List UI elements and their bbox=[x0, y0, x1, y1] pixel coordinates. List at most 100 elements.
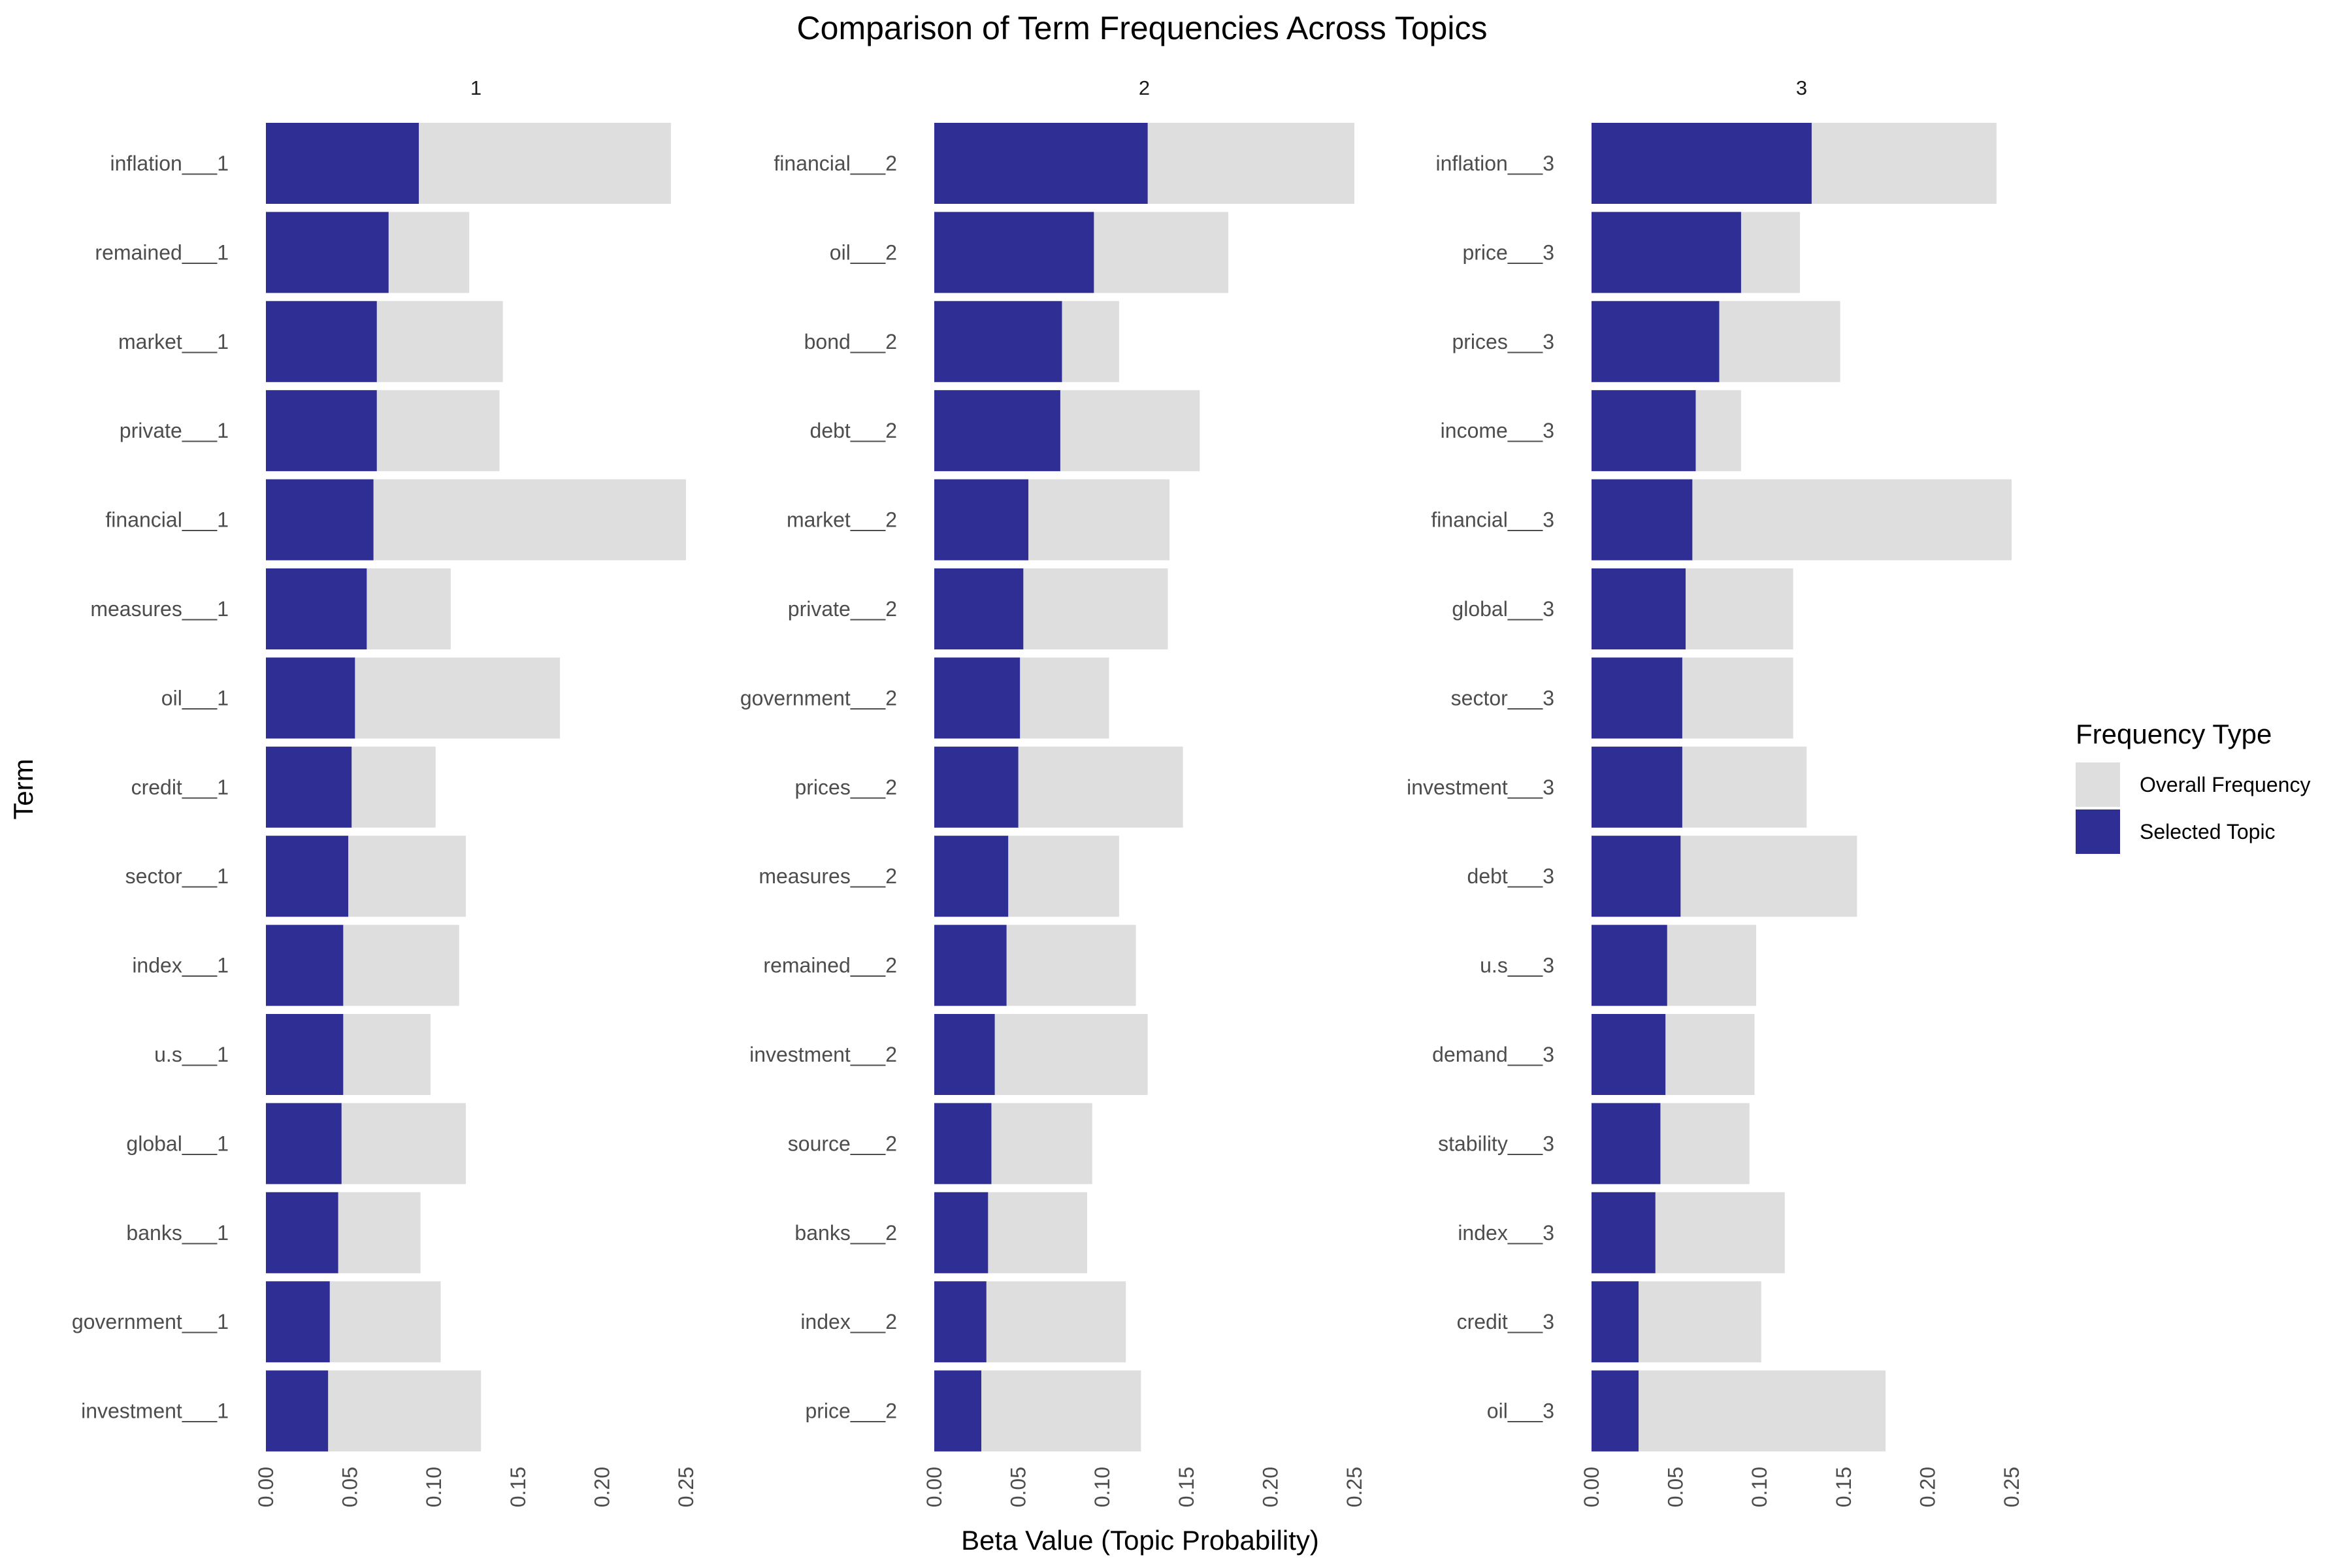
facet-panel-3: 3 inflation___3 price___3 prices___3 income_… bbox=[1407, 76, 2023, 1507]
y-tick-label: demand___3 bbox=[1432, 1043, 1554, 1066]
y-tick-label: remained___1 bbox=[95, 240, 229, 264]
y-tick-label: index___1 bbox=[132, 954, 229, 977]
legend: Frequency Type Overall Frequency Selected… bbox=[2076, 719, 2310, 854]
y-tick-label: u.s___3 bbox=[1480, 954, 1554, 977]
selected-topic-bar bbox=[1592, 123, 1812, 204]
y-tick-label: index___3 bbox=[1458, 1221, 1554, 1245]
y-tick-label: income___3 bbox=[1441, 419, 1554, 442]
y-tick-label: u.s___1 bbox=[154, 1043, 229, 1066]
selected-topic-bar bbox=[266, 123, 419, 204]
selected-topic-bar bbox=[266, 1281, 330, 1363]
y-tick-label: private___1 bbox=[120, 419, 229, 442]
y-tick-label: government___1 bbox=[72, 1310, 229, 1333]
y-tick-label: banks___1 bbox=[126, 1221, 229, 1245]
selected-topic-bar bbox=[1592, 836, 1681, 917]
selected-topic-bar bbox=[934, 479, 1029, 561]
x-tick-label: 0.10 bbox=[422, 1467, 446, 1507]
legend-swatch bbox=[2076, 762, 2120, 807]
legend-title: Frequency Type bbox=[2076, 719, 2272, 749]
x-tick-label: 0.05 bbox=[1664, 1467, 1688, 1507]
chart-title: Comparison of Term Frequencies Across To… bbox=[797, 10, 1488, 46]
selected-topic-bar bbox=[934, 924, 1007, 1006]
y-tick-label: financial___1 bbox=[105, 508, 229, 532]
y-tick-label: credit___3 bbox=[1457, 1310, 1554, 1333]
y-tick-label: measures___1 bbox=[90, 597, 229, 621]
overall-frequency-bar bbox=[1592, 1370, 1886, 1452]
y-tick-label: index___2 bbox=[800, 1310, 897, 1333]
y-tick-label: debt___3 bbox=[1467, 864, 1554, 888]
selected-topic-bar bbox=[266, 1192, 338, 1273]
selected-topic-bar bbox=[934, 1370, 982, 1452]
selected-topic-bar bbox=[1592, 1281, 1639, 1363]
selected-topic-bar bbox=[266, 657, 355, 739]
selected-topic-bar bbox=[266, 212, 389, 293]
y-tick-label: global___1 bbox=[126, 1132, 229, 1155]
y-tick-label: private___2 bbox=[788, 597, 897, 621]
selected-topic-bar bbox=[934, 212, 1094, 293]
selected-topic-bar bbox=[1592, 657, 1682, 739]
selected-topic-bar bbox=[266, 1370, 329, 1452]
selected-topic-bar bbox=[266, 301, 377, 382]
x-tick-label: 0.05 bbox=[1007, 1467, 1030, 1507]
x-tick-label: 0.25 bbox=[1343, 1467, 1366, 1507]
facet-strip-label: 1 bbox=[470, 76, 482, 99]
y-tick-label: inflation___1 bbox=[110, 152, 229, 175]
selected-topic-bar bbox=[1592, 568, 1686, 649]
y-tick-label: measures___2 bbox=[759, 864, 897, 888]
y-tick-label: stability___3 bbox=[1438, 1132, 1554, 1155]
selected-topic-bar bbox=[1592, 390, 1696, 472]
y-tick-label: price___2 bbox=[805, 1399, 897, 1423]
selected-topic-bar bbox=[934, 1103, 992, 1184]
selected-topic-bar bbox=[266, 390, 377, 472]
selected-topic-bar bbox=[266, 924, 344, 1006]
selected-topic-bar bbox=[1592, 746, 1682, 828]
y-tick-label: financial___3 bbox=[1431, 508, 1554, 532]
selected-topic-bar bbox=[1592, 479, 1693, 561]
facet-panel-2: 2 financial___2 oil___2 bond___2 debt___2mar… bbox=[740, 76, 1366, 1507]
legend-label: Selected Topic bbox=[2140, 820, 2276, 843]
y-tick-label: oil___2 bbox=[830, 240, 897, 264]
y-tick-label: government___2 bbox=[740, 686, 897, 710]
selected-topic-bar bbox=[266, 1014, 344, 1095]
y-tick-label: sector___3 bbox=[1451, 686, 1554, 710]
facet-strip-label: 3 bbox=[1796, 76, 1807, 99]
selected-topic-bar bbox=[934, 657, 1021, 739]
y-tick-label: credit___1 bbox=[131, 776, 229, 799]
selected-topic-bar bbox=[1592, 1014, 1666, 1095]
y-tick-label: inflation___3 bbox=[1436, 152, 1554, 175]
y-tick-label: source___2 bbox=[788, 1132, 897, 1155]
selected-topic-bar bbox=[934, 1014, 995, 1095]
selected-topic-bar bbox=[1592, 1103, 1661, 1184]
y-tick-label: investment___3 bbox=[1407, 776, 1554, 799]
selected-topic-bar bbox=[934, 1281, 987, 1363]
selected-topic-bar bbox=[934, 1192, 988, 1273]
x-tick-label: 0.20 bbox=[1258, 1467, 1282, 1507]
y-tick-label: oil___1 bbox=[161, 686, 229, 710]
y-tick-label: market___1 bbox=[118, 330, 229, 353]
y-tick-label: debt___2 bbox=[810, 419, 897, 442]
selected-topic-bar bbox=[266, 746, 352, 828]
facet-panel-1: 1 inflation___1 remained___1 market___1priv… bbox=[72, 76, 698, 1507]
y-tick-label: price___3 bbox=[1462, 240, 1554, 264]
selected-topic-bar bbox=[1592, 1370, 1639, 1452]
selected-topic-bar bbox=[266, 568, 367, 649]
y-tick-label: market___2 bbox=[787, 508, 897, 532]
y-tick-label: remained___2 bbox=[763, 954, 897, 977]
x-tick-label: 0.15 bbox=[506, 1467, 530, 1507]
selected-topic-bar bbox=[1592, 924, 1667, 1006]
y-tick-label: financial___2 bbox=[774, 152, 897, 175]
x-tick-label: 0.05 bbox=[338, 1467, 362, 1507]
facet-strip-label: 2 bbox=[1139, 76, 1150, 99]
selected-topic-bar bbox=[934, 568, 1024, 649]
x-tick-label: 0.00 bbox=[254, 1467, 278, 1507]
x-tick-label: 0.25 bbox=[2000, 1467, 2023, 1507]
x-tick-label: 0.00 bbox=[923, 1467, 946, 1507]
y-tick-label: prices___2 bbox=[794, 776, 897, 799]
x-tick-label: 0.00 bbox=[1580, 1467, 1603, 1507]
legend-label: Overall Frequency bbox=[2140, 773, 2310, 796]
x-tick-label: 0.10 bbox=[1748, 1467, 1771, 1507]
y-tick-label: sector___1 bbox=[125, 864, 229, 888]
selected-topic-bar bbox=[934, 301, 1062, 382]
legend-swatch bbox=[2076, 809, 2120, 854]
